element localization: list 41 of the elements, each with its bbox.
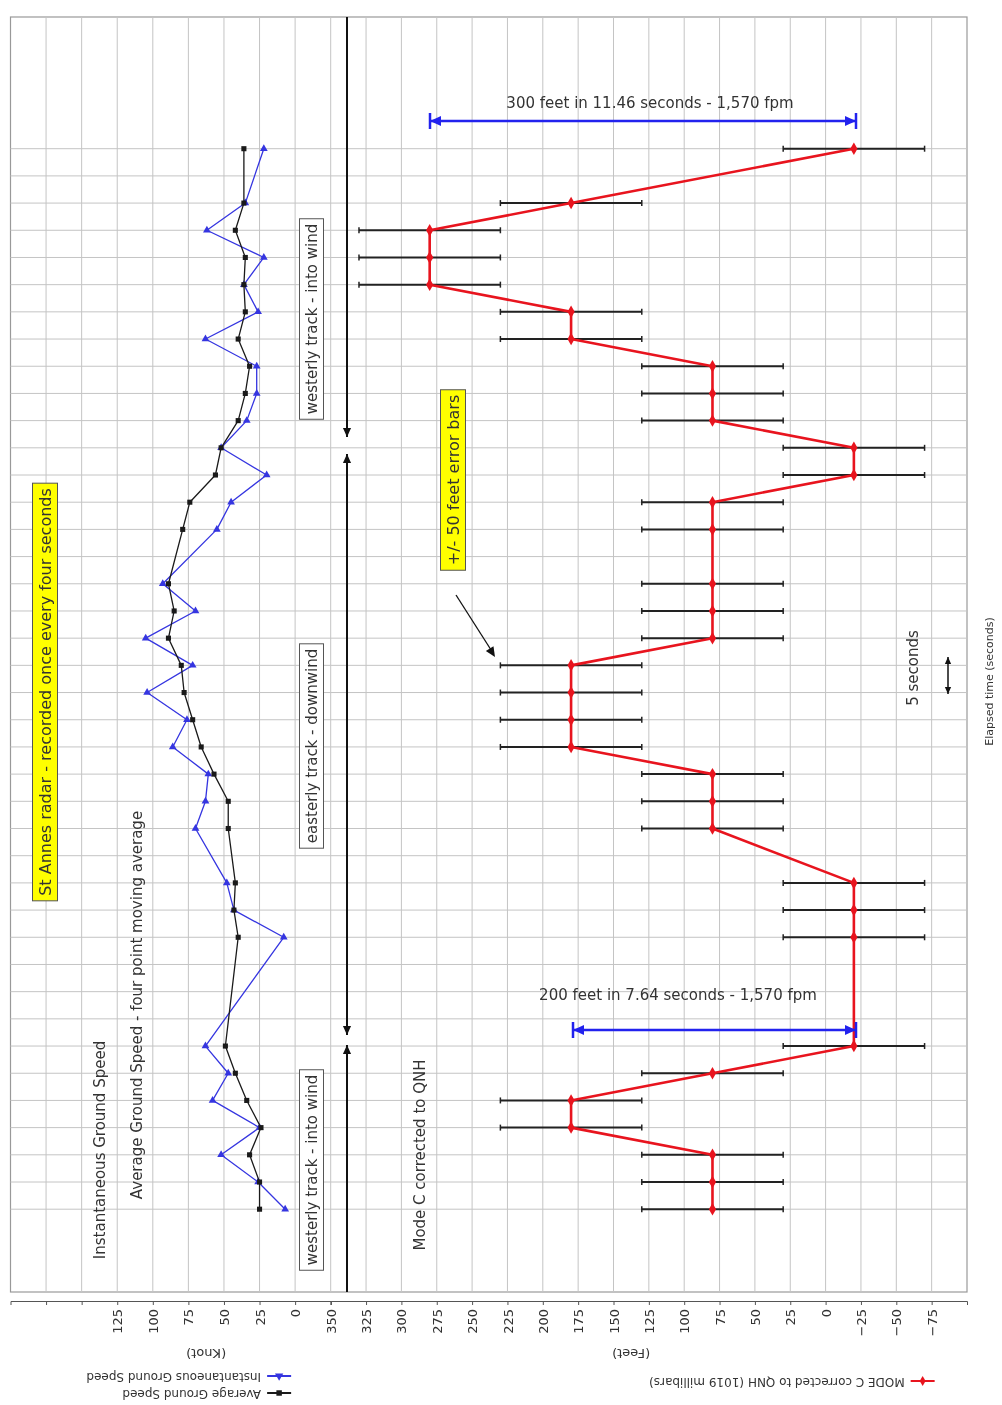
x-tick-label: 125	[110, 1309, 126, 1334]
x-tick-label: 100	[145, 1309, 161, 1334]
x-tick-label: 25	[252, 1309, 268, 1326]
x-axis-title: (Feet)	[612, 1345, 651, 1361]
x-tick-label: 225	[500, 1309, 516, 1334]
x-tick-label: 0	[288, 1309, 304, 1318]
y-axis-title: Elapsed time (seconds)	[983, 617, 996, 746]
annotation: westerly track - into wind	[302, 223, 321, 415]
annotation: Mode C corrected to QNH	[410, 1059, 429, 1251]
annotation: +/- 50 feet error bars	[443, 394, 463, 566]
x-tick-label: 325	[359, 1309, 375, 1334]
x-tick-label: 150	[606, 1309, 622, 1334]
legend-label: Average Ground Speed	[122, 1386, 262, 1401]
x-tick-label: −25	[854, 1309, 869, 1337]
x-axis-title: (Knot)	[186, 1345, 227, 1361]
x-tick-label: 275	[429, 1309, 445, 1334]
x-tick-label: 350	[323, 1309, 339, 1334]
x-tick-label: 25	[783, 1309, 799, 1326]
x-tick-label: 0	[818, 1309, 834, 1318]
annotation: 5 seconds	[903, 630, 922, 706]
x-tick-label: 175	[571, 1309, 587, 1334]
annotation: Average Ground Speed - four point moving average	[127, 810, 146, 1200]
x-tick-label: 300	[394, 1309, 410, 1334]
x-tick-label: 50	[217, 1309, 233, 1326]
x-tick-label: −50	[889, 1309, 905, 1337]
x-tick-label: 50	[747, 1309, 763, 1326]
x-tick-label: 75	[712, 1309, 728, 1326]
legend-label: MODE C corrected to QNH (1019 millibars)	[649, 1374, 905, 1389]
x-tick-label: 100	[677, 1309, 693, 1334]
x-tick-label: 250	[465, 1309, 481, 1334]
legend-label: Instantaneous Ground Speed	[86, 1369, 262, 1384]
annotation: 200 feet in 7.64 seconds - 1,570 fpm	[539, 985, 817, 1004]
x-tick-label: 200	[535, 1309, 551, 1334]
x-tick-label: 125	[641, 1309, 657, 1334]
annotation: St Annes radar - recorded once every four seconds	[35, 488, 55, 896]
x-tick-label: 75	[181, 1309, 197, 1326]
annotation: Instantaneous Ground Speed	[90, 1040, 109, 1260]
x-tick-label: −75	[924, 1309, 940, 1337]
text: 300 feet in 11.46 seconds - 1,570 fpm	[506, 93, 794, 112]
annotation: easterly track - downwind	[302, 648, 321, 844]
annotation: westerly track - into wind	[302, 1074, 321, 1266]
